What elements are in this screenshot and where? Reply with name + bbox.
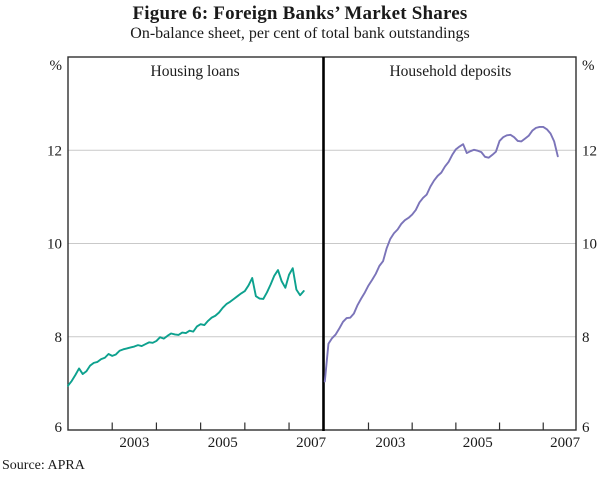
data-line-household-deposits	[323, 125, 559, 383]
x-axis-year-label: 2003	[119, 435, 149, 451]
panel-title-household-deposits: Household deposits	[389, 63, 511, 80]
x-axis-year-label: 2007	[550, 435, 581, 451]
y-axis-label-right: 12	[582, 143, 597, 159]
figure-subtitle: On-balance sheet, per cent of total bank…	[130, 25, 470, 42]
y-axis-label-right: 10	[582, 237, 597, 253]
y-axis-label-right: 8	[582, 330, 590, 346]
y-axis-label-left: 10	[47, 237, 62, 253]
x-axis-year-label: 2005	[208, 435, 238, 451]
x-axis-year-label: 2003	[375, 435, 405, 451]
x-axis-year-label: 2005	[463, 435, 493, 451]
y-axis-label-left: 12	[47, 143, 62, 159]
y-axis-label-left: 6	[55, 420, 63, 436]
y-axis-unit-right: %	[582, 58, 595, 74]
source-note: Source: APRA	[2, 458, 85, 473]
data-line-housing-loans	[67, 267, 305, 387]
y-axis-label-left: 8	[55, 330, 63, 346]
y-axis-label-right: 6	[582, 420, 590, 436]
y-axis-unit-left: %	[50, 58, 63, 74]
x-axis-year-label: 2007	[296, 435, 327, 451]
panel-title-housing-loans: Housing loans	[151, 63, 240, 80]
plot-frame	[67, 56, 577, 431]
figure-title: Figure 6: Foreign Banks’ Market Shares	[132, 3, 468, 24]
